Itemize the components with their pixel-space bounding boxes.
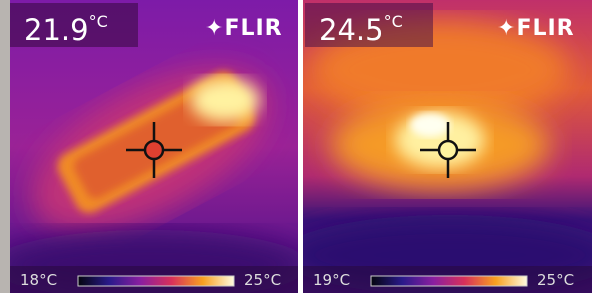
- text: 21.9: [24, 13, 89, 47]
- color-bar: [371, 276, 527, 286]
- brand-logo: ✦FLIR: [205, 16, 283, 41]
- text: FLIR: [224, 16, 282, 41]
- text: FLIR: [516, 16, 574, 41]
- text: °C: [384, 12, 403, 31]
- scale-min: 19°C: [313, 271, 350, 289]
- text: °C: [89, 12, 108, 31]
- text: 24.5: [319, 13, 384, 47]
- thermal-screenshot: 21.9°C ✦FLIR 18°C 25°C 24.5°C ✦FLIR 19°C…: [0, 0, 592, 293]
- brand-logo: ✦FLIR: [497, 16, 575, 41]
- scale-min: 18°C: [20, 271, 57, 289]
- scale-max: 25°C: [537, 271, 574, 289]
- edge-strip: [0, 0, 10, 293]
- scale-max: 25°C: [244, 271, 281, 289]
- color-bar: [78, 276, 234, 286]
